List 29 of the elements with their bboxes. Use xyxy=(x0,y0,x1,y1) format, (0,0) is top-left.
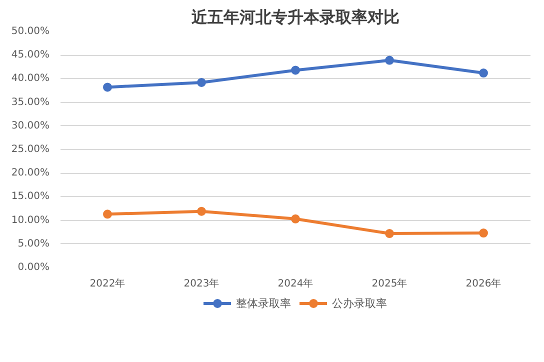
y-tick-label: 0.00% xyxy=(18,262,50,273)
legend-label: 整体录取率 xyxy=(236,296,291,310)
point xyxy=(103,82,112,92)
y-tick-label: 30.00% xyxy=(11,120,50,132)
point xyxy=(385,56,394,65)
point xyxy=(479,68,488,78)
y-tick-label: 35.00% xyxy=(11,96,50,108)
y-tick-label: 45.00% xyxy=(11,50,50,61)
point xyxy=(103,210,112,219)
x-tick-label: 2022年 xyxy=(90,278,126,290)
x-tick-label: 2023年 xyxy=(184,278,220,290)
legend-label: 公办录取率 xyxy=(332,296,387,310)
point xyxy=(479,228,488,238)
y-tick-label: 15.00% xyxy=(11,191,50,202)
point xyxy=(291,214,300,224)
x-tick-label: 2026年 xyxy=(466,278,502,290)
point xyxy=(197,78,206,87)
y-tick-label: 40.00% xyxy=(11,73,50,84)
y-tick-label: 5.00% xyxy=(18,238,50,250)
point xyxy=(291,66,300,75)
y-tick-label: 50.00% xyxy=(11,26,50,37)
point xyxy=(197,206,206,216)
y-tick-label: 25.00% xyxy=(11,144,50,155)
point xyxy=(385,229,394,238)
x-tick-label: 2024年 xyxy=(278,278,314,290)
x-tick-label: 2025年 xyxy=(372,278,408,290)
y-tick-label: 20.00% xyxy=(11,168,50,179)
chart-title: 近五年河北专升本录取率对比 xyxy=(190,8,400,26)
y-tick-label: 10.00% xyxy=(11,214,50,226)
